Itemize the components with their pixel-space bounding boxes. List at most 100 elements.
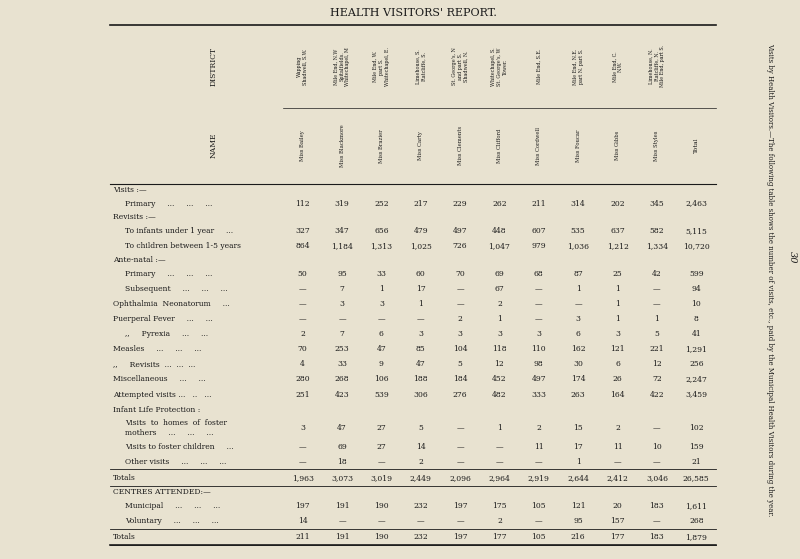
- Text: —: —: [456, 458, 464, 466]
- Text: 1,047: 1,047: [489, 242, 510, 250]
- Text: Visits by Health Visitors.—The following table shows the number of visits, etc.,: Visits by Health Visitors.—The following…: [766, 43, 774, 516]
- Text: 3: 3: [339, 300, 345, 308]
- Text: 5: 5: [418, 424, 423, 432]
- Text: 30: 30: [574, 361, 583, 368]
- Text: 1,611: 1,611: [686, 502, 707, 510]
- Text: 1: 1: [497, 424, 502, 432]
- Text: —: —: [378, 458, 386, 466]
- Text: 1,184: 1,184: [331, 242, 353, 250]
- Text: 164: 164: [610, 391, 625, 399]
- Text: —: —: [614, 458, 622, 466]
- Text: Wapping
Shadwell, S.W.: Wapping Shadwell, S.W.: [298, 48, 308, 84]
- Text: 7: 7: [340, 285, 345, 293]
- Text: 191: 191: [334, 533, 350, 541]
- Text: 67: 67: [494, 285, 504, 293]
- Text: 1: 1: [654, 315, 659, 323]
- Text: 4: 4: [300, 361, 305, 368]
- Text: 864: 864: [295, 242, 310, 250]
- Text: 347: 347: [334, 227, 350, 235]
- Text: 15: 15: [574, 424, 583, 432]
- Text: —: —: [653, 458, 661, 466]
- Text: 3: 3: [418, 330, 423, 338]
- Text: Subsequent     ...     ...     ...: Subsequent ... ... ...: [125, 285, 227, 293]
- Text: 3: 3: [379, 300, 384, 308]
- Text: 14: 14: [298, 517, 307, 525]
- Text: Miss Blackmore: Miss Blackmore: [339, 124, 345, 167]
- Text: 85: 85: [416, 345, 426, 353]
- Text: 21: 21: [691, 458, 701, 466]
- Text: Whitechapel, S.
St. George's, W
Tower.: Whitechapel, S. St. George's, W Tower.: [491, 47, 508, 86]
- Text: 41: 41: [691, 330, 701, 338]
- Text: 3,046: 3,046: [646, 473, 668, 482]
- Text: 452: 452: [492, 376, 507, 383]
- Text: Ophthalmia  Neonatorum     ...: Ophthalmia Neonatorum ...: [113, 300, 230, 308]
- Text: 11: 11: [534, 443, 544, 451]
- Text: 306: 306: [414, 391, 428, 399]
- Text: 68: 68: [534, 269, 544, 278]
- Text: St. George's, N
and part S.
Shadwell, N.: St. George's, N and part S. Shadwell, N.: [452, 48, 469, 86]
- Text: —: —: [535, 517, 542, 525]
- Text: 422: 422: [650, 391, 664, 399]
- Text: 175: 175: [492, 502, 507, 510]
- Text: 102: 102: [689, 424, 704, 432]
- Text: 10: 10: [691, 300, 701, 308]
- Text: 106: 106: [374, 376, 389, 383]
- Text: 482: 482: [492, 391, 507, 399]
- Text: 30: 30: [788, 251, 798, 263]
- Text: 314: 314: [571, 200, 586, 207]
- Text: 262: 262: [492, 200, 507, 207]
- Text: 319: 319: [334, 200, 350, 207]
- Text: Mile End, S.E.: Mile End, S.E.: [536, 49, 542, 84]
- Text: 1: 1: [576, 458, 581, 466]
- Text: 197: 197: [453, 502, 467, 510]
- Text: —: —: [535, 300, 542, 308]
- Text: 268: 268: [689, 517, 704, 525]
- Text: 280: 280: [295, 376, 310, 383]
- Text: 656: 656: [374, 227, 389, 235]
- Text: 6: 6: [615, 361, 620, 368]
- Text: 197: 197: [453, 533, 467, 541]
- Text: ,,     Pyrexia     ...     ...: ,, Pyrexia ... ...: [125, 330, 208, 338]
- Text: 2: 2: [497, 300, 502, 308]
- Text: 177: 177: [492, 533, 507, 541]
- Text: ,,     Revisits  ...  ...  ...: ,, Revisits ... ... ...: [113, 361, 195, 368]
- Text: 263: 263: [571, 391, 586, 399]
- Text: 95: 95: [337, 269, 347, 278]
- Text: Ante-natal :—: Ante-natal :—: [113, 256, 166, 264]
- Text: 25: 25: [613, 269, 622, 278]
- Text: Limehouse, S.
Ratcliffe, S.: Limehouse, S. Ratcliffe, S.: [415, 49, 426, 84]
- Text: 2,463: 2,463: [686, 200, 707, 207]
- Text: 190: 190: [374, 533, 389, 541]
- Text: 726: 726: [453, 242, 467, 250]
- Text: —: —: [496, 458, 503, 466]
- Text: 3,073: 3,073: [331, 473, 353, 482]
- Text: 3: 3: [458, 330, 462, 338]
- Text: 6: 6: [379, 330, 384, 338]
- Text: 157: 157: [610, 517, 625, 525]
- Text: 333: 333: [531, 391, 546, 399]
- Text: —: —: [338, 315, 346, 323]
- Text: 47: 47: [337, 424, 347, 432]
- Text: —: —: [535, 315, 542, 323]
- Text: 190: 190: [374, 502, 389, 510]
- Text: 9: 9: [379, 361, 384, 368]
- Text: 448: 448: [492, 227, 507, 235]
- Text: 211: 211: [295, 533, 310, 541]
- Text: 2,096: 2,096: [449, 473, 471, 482]
- Text: —: —: [378, 315, 386, 323]
- Text: 69: 69: [494, 269, 504, 278]
- Text: Miss Gibbs: Miss Gibbs: [615, 131, 620, 160]
- Text: —: —: [653, 517, 661, 525]
- Text: 104: 104: [453, 345, 467, 353]
- Text: 607: 607: [531, 227, 546, 235]
- Text: 1: 1: [497, 315, 502, 323]
- Text: Miss Clifford: Miss Clifford: [497, 129, 502, 163]
- Text: 2,919: 2,919: [528, 473, 550, 482]
- Text: 3: 3: [300, 424, 305, 432]
- Text: 211: 211: [531, 200, 546, 207]
- Text: 1: 1: [379, 285, 384, 293]
- Text: 70: 70: [298, 345, 307, 353]
- Text: 497: 497: [531, 376, 546, 383]
- Text: 2,449: 2,449: [410, 473, 432, 482]
- Text: Miscellaneous     ...     ...: Miscellaneous ... ...: [113, 376, 206, 383]
